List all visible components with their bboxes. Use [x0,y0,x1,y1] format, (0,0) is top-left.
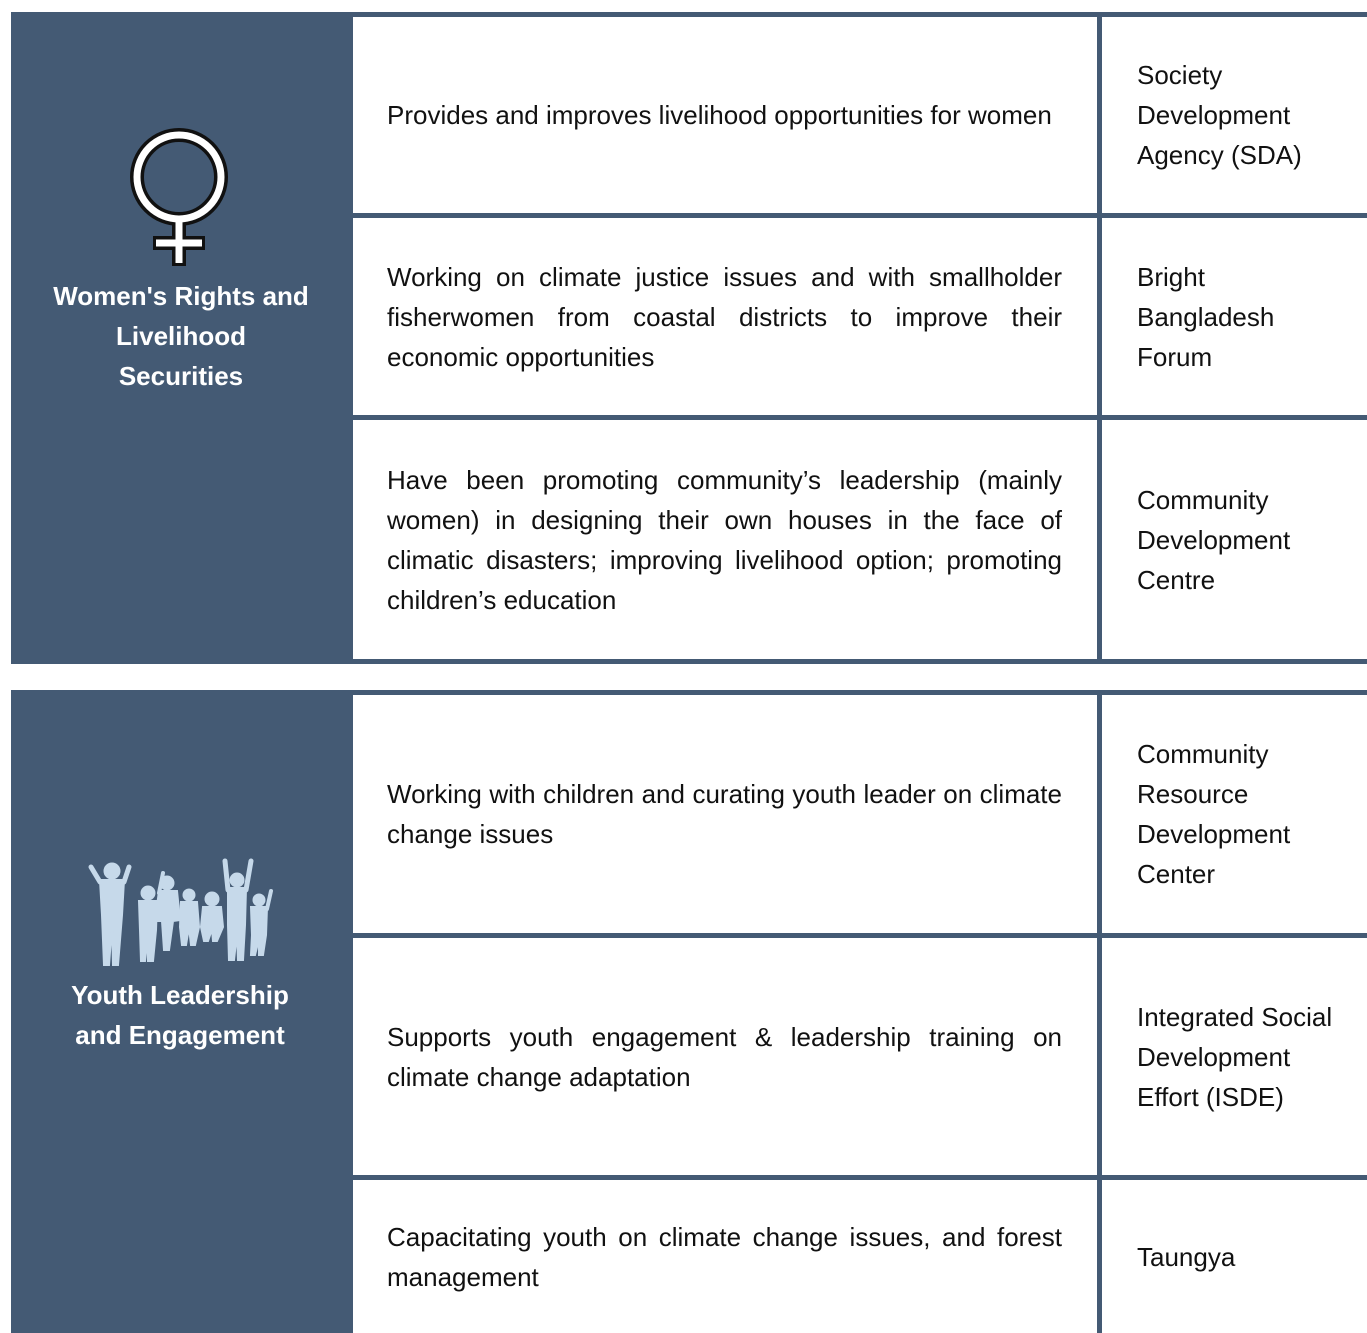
organization: Society Development Agency (SDA) [1137,60,1302,170]
organization: Community Resource Development Center [1137,739,1291,889]
row-divider [353,1175,1367,1180]
organization-cell: Taungya [1137,1180,1362,1333]
description-cell: Capacitating youth on climate change iss… [387,1180,1067,1333]
row-divider [353,690,1367,695]
description: Have been promoting community’s leadersh… [387,464,1062,615]
section-title: Youth Leadership and Engagement [71,980,289,1050]
description: Working on climate justice issues and wi… [387,261,1062,372]
female-icon [130,128,228,266]
row-divider [353,415,1367,420]
organization: Bright Bangladesh Forum [1137,261,1275,372]
column-divider [1097,12,1102,664]
row-divider [353,12,1367,17]
row-divider [353,659,1367,664]
description-cell: Working with children and curating youth… [387,695,1067,933]
row-divider [353,933,1367,938]
organization: Integrated Social Development Effort (IS… [1137,1001,1333,1112]
youth-icon [88,858,273,966]
description-cell: Working on climate justice issues and wi… [387,218,1067,415]
description-cell: Have been promoting community’s leadersh… [387,420,1067,659]
organization-cell: Society Development Agency (SDA) [1137,17,1362,213]
description: Working with children and curating youth… [387,779,1062,849]
organization: Community Development Centre [1137,484,1291,595]
description: Supports youth engagement & leadership t… [387,1021,1062,1092]
section-label-panel [11,12,353,664]
description-cell: Supports youth engagement & leadership t… [387,938,1067,1175]
row-divider [353,213,1367,218]
description-cell: Provides and improves livelihood opportu… [387,17,1067,213]
column-divider [1097,690,1102,1333]
section-title: Women's Rights and Livelihood Securities [53,281,309,391]
description: Capacitating youth on climate change iss… [387,1221,1062,1292]
organization-cell: Bright Bangladesh Forum [1137,218,1362,415]
organization-cell: Integrated Social Development Effort (IS… [1137,938,1362,1175]
organization-cell: Community Resource Development Center [1137,695,1362,933]
section-label-panel [11,690,353,1333]
organization: Taungya [1137,1241,1236,1272]
organization-cell: Community Development Centre [1137,420,1362,659]
description: Provides and improves livelihood opportu… [387,100,1052,130]
